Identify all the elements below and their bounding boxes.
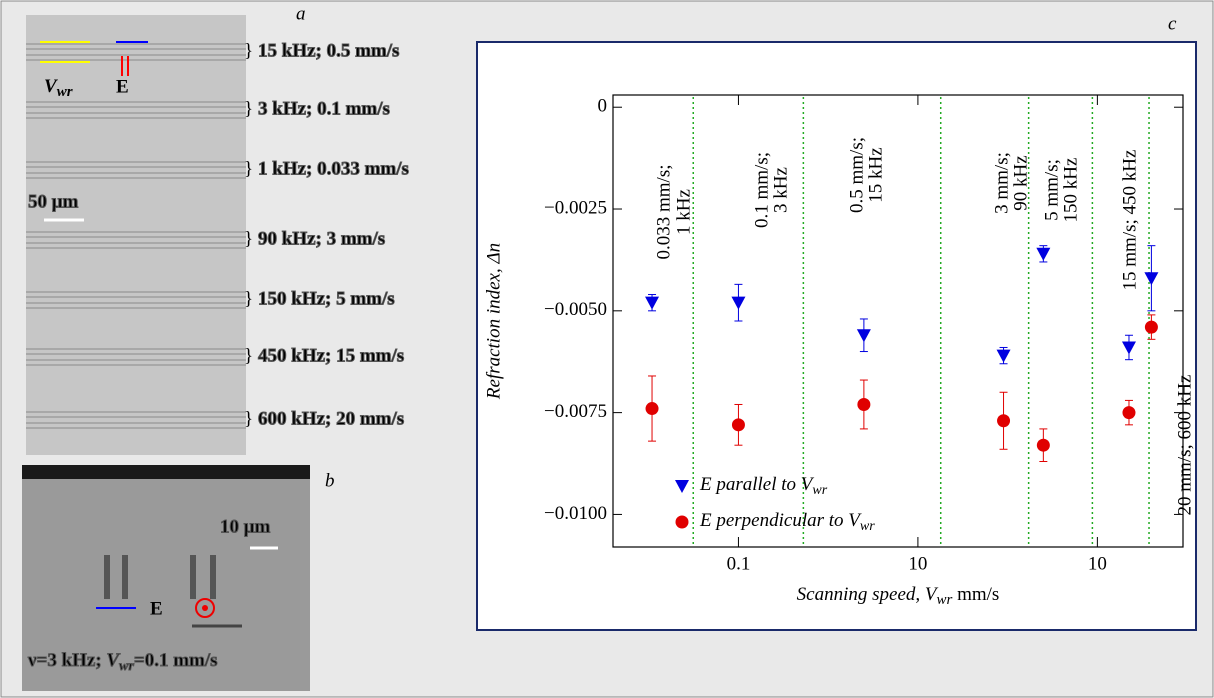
caption-var: V [106, 650, 120, 671]
k-vector [195, 598, 215, 618]
annotation: 0.033 mm/s; [653, 164, 674, 259]
triangle-marker [996, 349, 1011, 363]
panel-letter: b [325, 470, 335, 491]
legend-name: E parallel to V [699, 474, 815, 495]
legend-marker [675, 480, 689, 493]
caption: ν=3 kHz; Vwr=0.1 mm/s [27, 650, 218, 674]
plot-frame [612, 94, 1184, 548]
triangle-marker [1036, 247, 1051, 261]
x-label-unit: mm/s [952, 584, 999, 605]
circle-marker [645, 402, 659, 416]
brace: } [244, 158, 253, 179]
circle-marker [857, 397, 871, 411]
sample-edge [22, 465, 310, 479]
velocity-var: V [44, 76, 58, 97]
annotation: 15 mm/s; 450 kHz [1119, 150, 1140, 291]
legend-label: E parallel to Vwr [699, 474, 828, 498]
triangle-marker [1144, 272, 1159, 286]
velocity-label: Vwr [44, 76, 73, 100]
x-tick-label: 10 [908, 553, 927, 574]
circle-marker [997, 414, 1011, 428]
line-label: 450 kHz; 15 mm/s [258, 345, 404, 366]
scale-label: 50 μm [28, 191, 79, 212]
annotation: 150 kHz [1060, 158, 1081, 223]
annotation: 90 kHz [1010, 155, 1031, 210]
brace: } [244, 408, 253, 429]
circle-marker [1036, 438, 1050, 452]
triangle-marker [645, 296, 660, 310]
legend-sub: wr [812, 483, 827, 498]
line-label: 90 kHz; 3 mm/s [258, 228, 385, 249]
x-tick-label: 10 [1088, 553, 1107, 574]
line-label: 15 kHz; 0.5 mm/s [258, 40, 399, 61]
annotation: 20 mm/s; 600 kHz [1174, 375, 1195, 516]
velocity-sub: wr [57, 84, 73, 100]
triangle-marker [856, 329, 871, 343]
annotation: 3 mm/s; [991, 152, 1012, 214]
track [190, 555, 196, 599]
brace: } [244, 288, 253, 309]
annotation: 0.5 mm/s; [846, 137, 867, 213]
layer: a} 15 kHz; 0.5 mm/s} 3 kHz; 0.1 mm/s} 1 kHz… [26, 3, 1195, 675]
circle-marker [731, 418, 745, 432]
k-vector [202, 605, 208, 611]
legend-label: E perpendicular to Vwr [699, 510, 875, 534]
caption-sub: wr [119, 659, 134, 674]
annotation: 5 mm/s; [1041, 159, 1062, 221]
line-label: 150 kHz; 5 mm/s [258, 288, 395, 309]
circle-marker [1144, 320, 1158, 334]
micrograph-b [22, 465, 310, 691]
y-tick-label: −0.0025 [544, 197, 607, 218]
annotation: 15 kHz [865, 147, 886, 202]
caption-freq: ν=3 kHz; [27, 650, 106, 671]
x-tick-label: 0.1 [727, 553, 751, 574]
track [210, 555, 216, 599]
annotation: 1 kHz [673, 189, 694, 235]
caption-speed: =0.1 mm/s [134, 650, 218, 671]
x-axis-label: Scanning speed, Vwr mm/s [797, 584, 1000, 608]
y-axis-label: Refraction index, Δn [483, 243, 504, 400]
y-tick-label: −0.0050 [544, 299, 607, 320]
track [122, 555, 128, 599]
x-label-var: V [925, 584, 939, 605]
panel-letter: c [1168, 13, 1177, 34]
legend-name: E perpendicular to V [699, 510, 862, 531]
micrograph-a [26, 15, 246, 455]
legend-sub: wr [860, 519, 875, 534]
brace: } [244, 345, 253, 366]
triangle-marker [1121, 341, 1136, 355]
legend-marker [675, 515, 689, 529]
triangle-marker [731, 296, 746, 310]
circle-marker [1122, 406, 1136, 420]
track [104, 555, 110, 599]
field-label: E [116, 76, 129, 97]
annotation: 3 kHz [770, 167, 791, 213]
scale-label: 10 μm [220, 516, 271, 537]
panel-letter: a [296, 3, 306, 24]
y-tick-label: 0 [598, 96, 608, 117]
x-label-sub: wr [937, 592, 953, 608]
x-label-text: Scanning speed, [797, 584, 925, 605]
brace: } [244, 98, 253, 119]
chart-box [476, 41, 1197, 631]
y-tick-label: −0.0075 [544, 401, 607, 422]
line-label: 3 kHz; 0.1 mm/s [258, 98, 390, 119]
line-label: 600 kHz; 20 mm/s [258, 408, 404, 429]
field-label: E [150, 598, 163, 619]
line-label: 1 kHz; 0.033 mm/s [258, 158, 409, 179]
brace: } [244, 40, 253, 61]
annotation: 0.1 mm/s; [751, 152, 772, 228]
y-tick-label: −0.0100 [544, 503, 607, 524]
brace: } [244, 228, 253, 249]
